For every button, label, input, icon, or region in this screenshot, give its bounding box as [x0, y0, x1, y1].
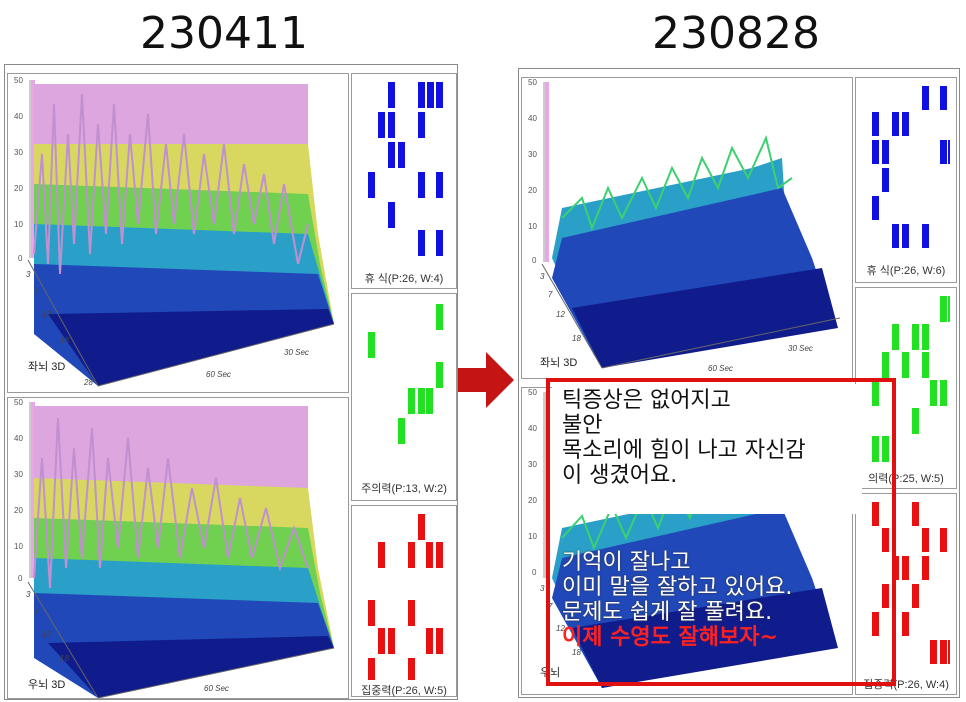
depth-tick: 12 — [42, 310, 51, 319]
y-tick: 10 — [528, 532, 537, 541]
depth-tick: 7 — [34, 608, 39, 617]
depth-tick: 7 — [34, 288, 39, 297]
left-brain-3d-label: 좌뇌 3D — [540, 357, 578, 369]
highlight-box — [546, 378, 896, 686]
depth-tick: 18 — [572, 648, 581, 657]
left-date-header: 230411 — [140, 8, 308, 59]
y-tick: 30 — [14, 148, 23, 157]
left-rest-grid: 휴 식(P:26, W:4) — [351, 73, 457, 289]
depth-tick: 28 — [84, 378, 93, 387]
depth-tick: 3 — [540, 584, 545, 593]
arrow-right-icon — [458, 352, 514, 408]
axis-60-sec: 60 Sec — [206, 370, 231, 379]
depth-tick: 18 — [572, 334, 581, 343]
axis-60-sec: 60 Sec — [708, 364, 733, 373]
left-top-3d-plot: 50 40 30 20 10 0 3 7 12 18 28 30 Sec 60 … — [7, 73, 349, 393]
depth-tick: 3 — [26, 270, 31, 279]
left-top-surface — [27, 80, 335, 387]
right-top-surface — [541, 82, 841, 369]
attention-pattern — [872, 296, 950, 462]
left-bottom-3d-plot: 50 40 30 20 10 0 3 7 12 18 60 Sec 우뇌 3D — [7, 397, 349, 699]
y-tick: 40 — [14, 112, 23, 121]
left-attention-grid: 주의력(P:13, W:2) — [351, 293, 457, 501]
right-rest-grid: 휴 식(P:26, W:6) — [855, 77, 957, 283]
left-focus-grid: 집중력(P:26, W:5) — [351, 505, 457, 697]
y-tick: 30 — [14, 470, 23, 479]
y-tick: 20 — [528, 186, 537, 195]
overlay-text-bg — [552, 384, 862, 514]
y-tick: 10 — [528, 222, 537, 231]
right-top-3d-plot: 50 40 30 20 10 0 3 7 12 18 30 Sec 60 Sec… — [521, 77, 853, 379]
y-tick: 0 — [532, 256, 537, 265]
y-tick: 50 — [528, 78, 537, 87]
y-tick: 20 — [528, 496, 537, 505]
left-eeg-panel: 50 40 30 20 10 0 3 7 12 18 28 30 Sec 60 … — [4, 64, 458, 700]
y-tick: 50 — [14, 398, 23, 407]
right-brain-3d-label: 우뇌 3D — [28, 679, 66, 691]
depth-tick: 7 — [548, 602, 553, 611]
attention-caption: 의력(P:25, W:5) — [868, 473, 944, 485]
rest-caption: 휴 식(P:26, W:6) — [866, 265, 946, 277]
right-bottom-surface — [543, 392, 838, 688]
depth-tick: 3 — [540, 272, 545, 281]
right-attention-grid: 의력(P:25, W:5) — [855, 287, 957, 489]
rest-pattern — [368, 82, 443, 256]
depth-tick: 7 — [548, 290, 553, 299]
y-tick: 40 — [528, 424, 537, 433]
depth-tick: 12 — [42, 630, 51, 639]
overlay-line-4: 이 생겼어요. — [562, 463, 678, 488]
overlay-line-7: 문제도 쉽게 잘 풀려요. — [562, 600, 773, 625]
rest-pattern — [872, 86, 950, 248]
overlay-line-1: 틱증상은 없어지고 — [562, 388, 731, 413]
depth-tick: 18 — [60, 336, 69, 345]
focus-pattern — [368, 514, 443, 680]
y-tick: 40 — [528, 114, 537, 123]
overlay-line-5: 기억이 잘나고 — [562, 550, 691, 575]
overlay-line-3: 목소리에 힘이 나고 자신감 — [562, 438, 806, 463]
depth-tick: 18 — [60, 654, 69, 663]
y-tick: 0 — [18, 254, 23, 263]
axis-30-sec: 30 Sec — [284, 348, 309, 357]
right-date-header: 230828 — [652, 8, 820, 59]
left-bottom-surface — [27, 402, 335, 698]
overlay-line-8: 이제 수영도 잘해보자~ — [562, 625, 778, 650]
y-tick: 50 — [14, 76, 23, 85]
y-tick: 20 — [14, 184, 23, 193]
y-tick: 30 — [528, 150, 537, 159]
left-brain-3d-label: 좌뇌 3D — [28, 361, 66, 373]
focus-pattern — [872, 502, 950, 664]
depth-tick: 12 — [556, 310, 565, 319]
attention-pattern — [368, 304, 443, 444]
y-tick: 0 — [532, 568, 537, 577]
y-tick: 30 — [528, 460, 537, 469]
y-tick: 0 — [18, 574, 23, 583]
rest-caption: 휴 식(P:26, W:4) — [364, 273, 444, 285]
right-focus-grid: 집중력(P:26, W:4) — [855, 493, 957, 695]
y-tick: 50 — [528, 388, 537, 397]
attention-caption: 주의력(P:13, W:2) — [361, 483, 447, 495]
depth-tick: 3 — [26, 590, 31, 599]
y-tick: 40 — [14, 434, 23, 443]
axis-30-sec: 30 Sec — [788, 344, 813, 353]
y-tick: 10 — [14, 220, 23, 229]
depth-tick: 12 — [556, 624, 565, 633]
focus-caption: 집중력(P:26, W:5) — [361, 685, 447, 697]
axis-60-sec: 60 Sec — [204, 684, 229, 693]
overlay-line-6: 이미 말을 잘하고 있어요. — [562, 575, 793, 600]
y-tick: 20 — [14, 506, 23, 515]
y-tick: 10 — [14, 542, 23, 551]
right-brain-3d-label: 우뇌 — [540, 667, 561, 679]
overlay-line-2: 불안 — [562, 413, 603, 438]
